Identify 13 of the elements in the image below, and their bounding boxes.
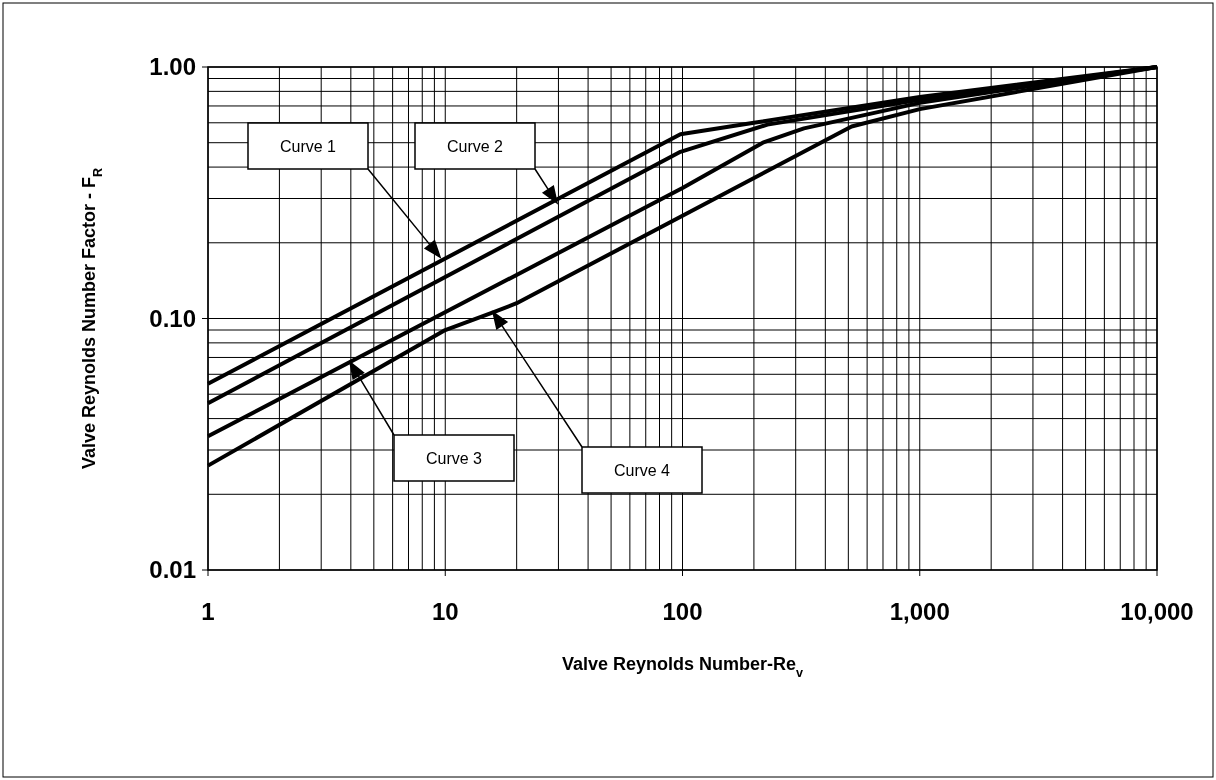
x-axis-title: Valve Reynolds Number-Re$_{v}$ (561, 654, 804, 680)
annotation: Curve 2 (446, 138, 504, 155)
y-tick-label: 0.10 (149, 304, 196, 332)
x-tick-label: 10 (431, 598, 459, 625)
x-tick-label: 1,000 (889, 598, 950, 625)
x-tick-label: 10,000 (1120, 598, 1194, 625)
annotation: Curve 3 (425, 450, 483, 467)
annotation: Curve 4 (613, 462, 671, 479)
x-tick-label: 100 (662, 598, 703, 625)
annotation: Curve 1 (279, 138, 337, 155)
y-tick-label: 1.00 (149, 53, 196, 80)
y-tick-label: 0.01 (149, 556, 196, 583)
x-tick-label: 1 (201, 598, 215, 625)
